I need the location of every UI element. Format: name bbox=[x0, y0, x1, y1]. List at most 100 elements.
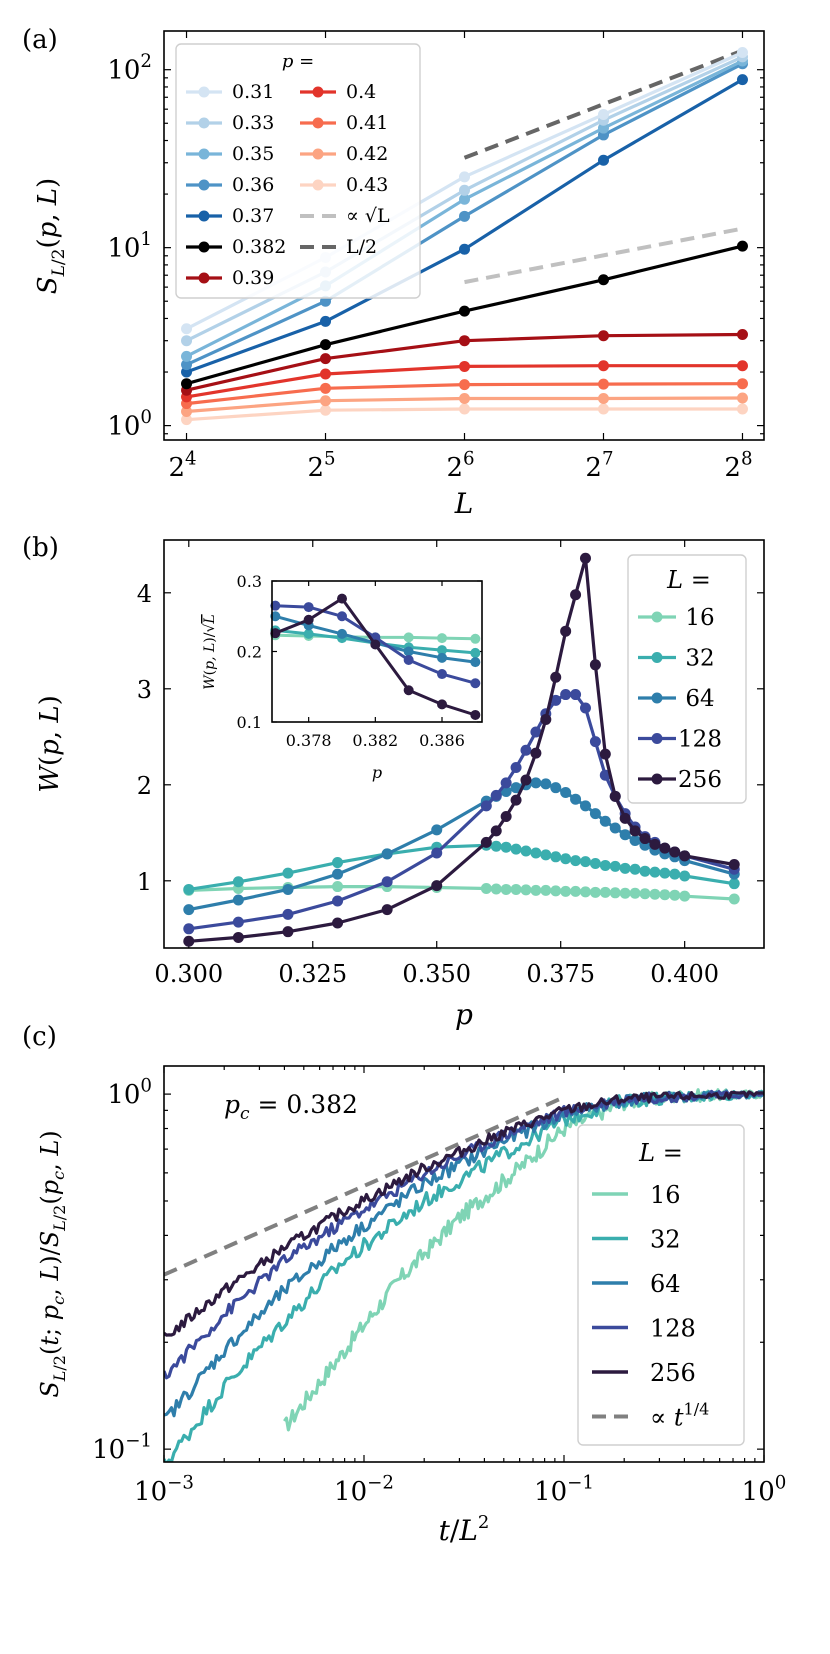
data-point bbox=[500, 777, 512, 789]
data-point bbox=[181, 350, 193, 362]
data-point bbox=[282, 883, 294, 895]
inset-data-point bbox=[437, 633, 447, 644]
data-point bbox=[659, 867, 671, 879]
data-point bbox=[639, 888, 651, 900]
series bbox=[183, 552, 740, 947]
data-point bbox=[736, 240, 748, 252]
legend-label: 0.36 bbox=[232, 174, 274, 196]
legend-entry: ∝ √L bbox=[300, 205, 390, 227]
data-point bbox=[520, 774, 532, 786]
data-point bbox=[282, 926, 294, 938]
data-point bbox=[550, 782, 562, 794]
data-point bbox=[232, 894, 244, 906]
data-point bbox=[540, 714, 552, 726]
legend-entry: 256 bbox=[638, 767, 722, 793]
data-point bbox=[332, 868, 344, 880]
panel-c-label: (c) bbox=[22, 1022, 57, 1052]
legend-marker bbox=[198, 179, 210, 191]
inset-data-point bbox=[337, 593, 347, 604]
data-point bbox=[540, 849, 552, 861]
reference-line bbox=[463, 48, 744, 160]
data-point bbox=[597, 360, 609, 372]
inset-y-tick-label: 0.2 bbox=[237, 643, 262, 662]
panel-b-label: (b) bbox=[22, 533, 59, 563]
data-point bbox=[510, 762, 522, 774]
data-point bbox=[589, 858, 601, 870]
series bbox=[181, 360, 748, 403]
data-point bbox=[649, 888, 661, 900]
data-point bbox=[320, 395, 332, 407]
panel-c-frame bbox=[163, 1065, 765, 1463]
panel-a: (a) 24 25 26 27 28 100 101 102 p = 0.31 0.33 0.35 0.3… bbox=[22, 25, 765, 520]
legend-entry: 16 bbox=[638, 605, 715, 631]
inset-series bbox=[270, 593, 481, 720]
legend-marker bbox=[651, 733, 663, 744]
legend-entry: 128 bbox=[638, 727, 722, 753]
data-point bbox=[510, 843, 522, 855]
data-point bbox=[589, 659, 601, 671]
data-point bbox=[609, 822, 621, 834]
data-point bbox=[597, 393, 609, 405]
x-tick-label: 0.300 bbox=[154, 960, 223, 988]
series bbox=[164, 1090, 764, 1337]
legend-label: 0.382 bbox=[232, 236, 286, 258]
data-point bbox=[500, 810, 512, 822]
data-point bbox=[570, 793, 582, 805]
series bbox=[181, 403, 748, 426]
data-point bbox=[579, 702, 591, 714]
data-point bbox=[570, 589, 582, 601]
data-point bbox=[736, 46, 748, 58]
inset-data-point bbox=[437, 699, 447, 710]
inset-frame bbox=[271, 580, 483, 723]
data-point bbox=[609, 790, 621, 802]
legend-entry: L/2 bbox=[300, 236, 377, 258]
data-point bbox=[520, 744, 532, 756]
legend-label: 0.41 bbox=[346, 112, 388, 134]
inset-x-tick-label: 0.386 bbox=[419, 731, 465, 750]
legend-entry: 0.31 bbox=[186, 81, 274, 103]
data-point bbox=[232, 876, 244, 888]
data-point bbox=[540, 778, 552, 790]
data-point bbox=[728, 858, 740, 870]
legend-label: 0.4 bbox=[346, 81, 376, 103]
inset-y-tick-label: 0.3 bbox=[237, 572, 262, 591]
data-point bbox=[520, 884, 532, 896]
data-point bbox=[589, 808, 601, 820]
data-point bbox=[183, 904, 195, 916]
data-point bbox=[459, 171, 471, 183]
legend-title: p = bbox=[282, 51, 314, 72]
data-point bbox=[629, 863, 641, 875]
data-point bbox=[282, 867, 294, 879]
legend: p = 0.31 0.33 0.35 0.36 0.37 0.382 0.39 0.4 0.41 0… bbox=[175, 43, 421, 299]
data-point bbox=[530, 847, 542, 859]
legend-label: 32 bbox=[685, 646, 714, 672]
legend-marker bbox=[312, 179, 324, 191]
data-point bbox=[629, 887, 641, 899]
data-point bbox=[181, 323, 193, 335]
data-point bbox=[181, 335, 193, 347]
x-tick-label: 24 bbox=[168, 448, 196, 483]
data-point bbox=[679, 850, 691, 862]
legend-label: 32 bbox=[650, 1226, 681, 1254]
inset-data-point bbox=[470, 709, 481, 720]
x-tick-label: 27 bbox=[585, 448, 613, 483]
legend-marker bbox=[651, 611, 663, 623]
data-point bbox=[459, 335, 471, 347]
data-point bbox=[736, 329, 748, 341]
x-tick-label: 10−3 bbox=[134, 1472, 194, 1507]
data-point bbox=[570, 885, 582, 897]
y-tick-label: 4 bbox=[137, 580, 152, 608]
inset-data-point bbox=[470, 647, 481, 658]
legend-label: 256 bbox=[650, 1359, 696, 1387]
legend-label: 0.43 bbox=[346, 174, 388, 196]
legend-entry: 0.37 bbox=[186, 205, 274, 227]
data-point bbox=[649, 838, 661, 850]
inset-series bbox=[270, 600, 481, 689]
inset-data-point bbox=[270, 628, 281, 639]
data-point bbox=[597, 154, 609, 166]
data-point bbox=[589, 886, 601, 898]
legend-marker bbox=[198, 241, 210, 253]
data-point bbox=[540, 884, 552, 896]
inset-y-axis-label: W(p, L)/√L bbox=[202, 614, 218, 689]
